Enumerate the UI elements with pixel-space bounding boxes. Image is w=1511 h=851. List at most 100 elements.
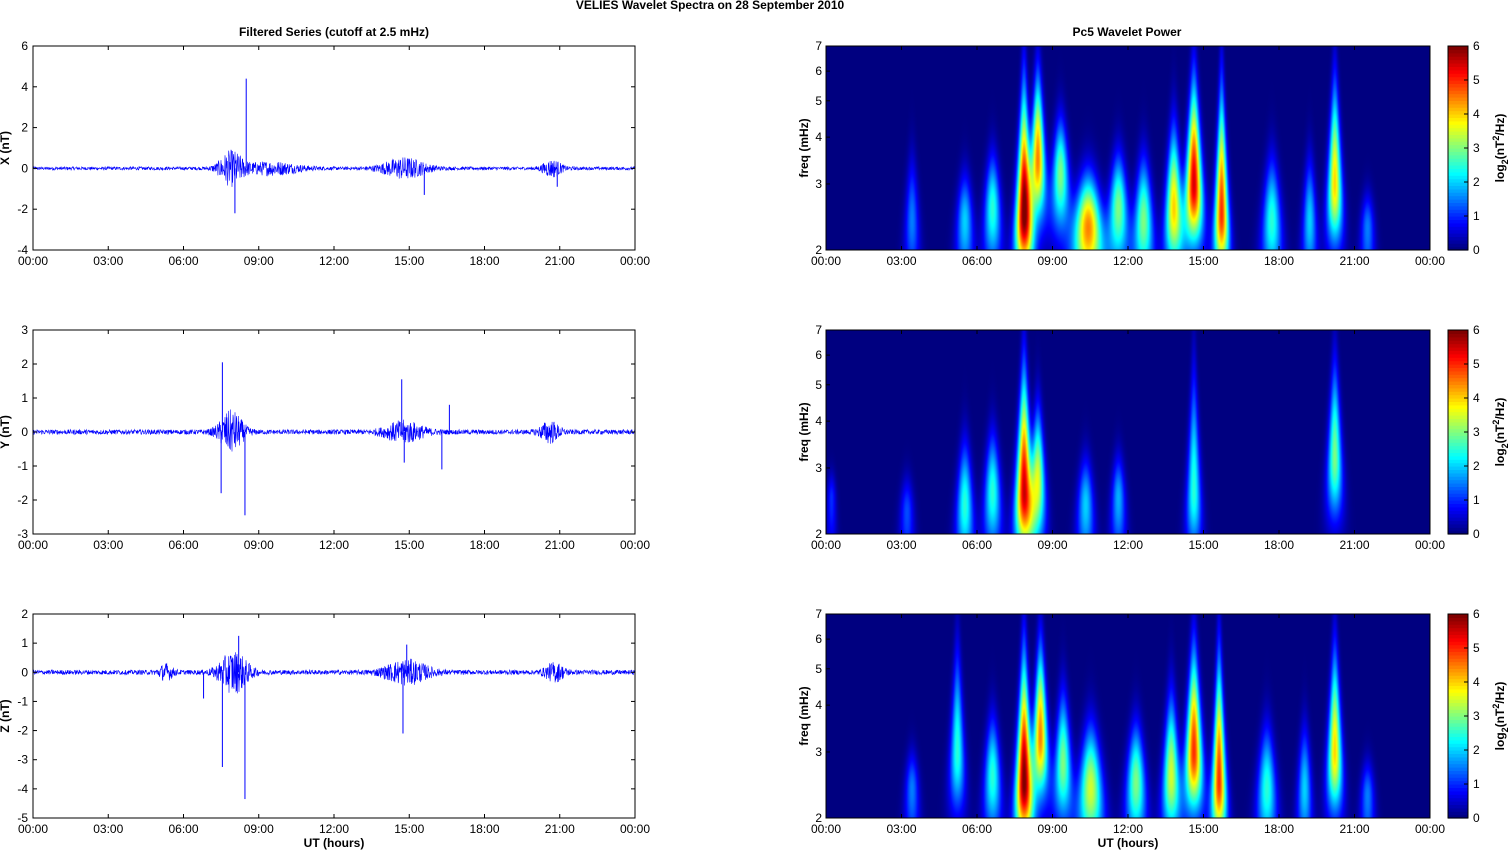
- spectrum-1-colorbar-step: [1448, 120, 1468, 125]
- spectrum-1-colorbar-step: [1448, 185, 1468, 190]
- spectrum-2-colorbar-step: [1448, 506, 1468, 511]
- spectrum-1-colorbar-step: [1448, 178, 1468, 183]
- spectrum-2-colorbar: 0 1 2 3 4 5 6 log2(nT2/Hz): [1447, 323, 1510, 541]
- spectrum-3-colorbar-step: [1448, 699, 1468, 703]
- spectrum-1-y-tick-label: 7: [815, 39, 822, 53]
- spectrum-2-colorbar-tick-label: 6: [1473, 323, 1480, 337]
- spectrum-1-colorbar-tick-label: 3: [1473, 141, 1480, 155]
- series-3-x-tick-label: 18:00: [469, 822, 499, 836]
- spectrum-2-colorbar-step: [1448, 496, 1468, 501]
- series-1-x-tick-label: 15:00: [394, 254, 424, 268]
- spectrum-2-colorbar-step: [1448, 493, 1468, 498]
- spectrum-3-colorbar-tick-label: 6: [1473, 607, 1480, 621]
- series-3-plot: -5 -4 -3 -2 -1 0 1 2 Z (nT): [0, 607, 636, 825]
- spectrum-3-colorbar-step: [1448, 685, 1468, 690]
- spectrum-1-colorbar-step: [1448, 212, 1468, 217]
- spectrum-3-colorbar-step: [1448, 678, 1468, 683]
- spectrum-1-y-tick-label: 2: [815, 243, 822, 257]
- spectrum-3-colorbar-step: [1448, 637, 1468, 642]
- spectrum-3-colorbar-step: [1448, 614, 1468, 618]
- left-column-title: Filtered Series (cutoff at 2.5 mHz): [239, 25, 429, 39]
- series-3-line: [32, 652, 636, 694]
- spectrum-3-colorbar-step: [1448, 790, 1468, 795]
- spectrum-1-y-tick-label: 3: [815, 177, 822, 191]
- spectrum-3-colorbar-step: [1448, 784, 1468, 788]
- series-2-y-tick-label: -3: [17, 527, 28, 541]
- spectrum-1-colorbar-step: [1448, 59, 1468, 64]
- spectrum-3-colorbar-step: [1448, 688, 1468, 693]
- series-3-x-tick-label: 12:00: [319, 822, 349, 836]
- spectrum-2-colorbar-step: [1448, 381, 1468, 385]
- spectrum-3-colorbar-step: [1448, 726, 1468, 731]
- spectrum-2-colorbar-step: [1448, 367, 1468, 372]
- series-2-y-tick-label: 0: [21, 425, 28, 439]
- spectrum-3-colorbar-step: [1448, 705, 1468, 710]
- spectrum-1-colorbar-step: [1448, 107, 1468, 112]
- spectrum-3-colorbar-step: [1448, 811, 1468, 816]
- spectrum-2-colorbar-step: [1448, 476, 1468, 481]
- spectrum-1-x-tick-label: 00:00: [1415, 254, 1445, 268]
- spectrum-1-colorbar-step: [1448, 243, 1468, 248]
- spectrum-3-colorbar-step: [1448, 692, 1468, 697]
- spectrum-3-x-tick-label: 21:00: [1339, 822, 1369, 836]
- series-1-frame: [32, 45, 636, 251]
- spectrum-1-colorbar-step: [1448, 80, 1468, 84]
- spectrum-1-colorbar-step: [1448, 216, 1468, 220]
- spectrum-2-colorbar-step: [1448, 408, 1468, 413]
- spectrum-3-plot: 2 3 4 5 6 7 freq (mHz): [797, 607, 1431, 825]
- spectrum-3-x-tick-label: 00:00: [1415, 822, 1445, 836]
- spectrum-3-colorbar-label: log2(nT2/Hz): [1491, 682, 1510, 751]
- series-3-y-tick-label: -3: [17, 753, 28, 767]
- spectrum-2-colorbar-step: [1448, 401, 1468, 406]
- spectrum-2-x-tick-label: 21:00: [1339, 538, 1369, 552]
- spectrum-2-colorbar-step: [1448, 418, 1468, 423]
- spectrum-3-colorbar-step: [1448, 661, 1468, 666]
- spectrum-2-colorbar-tick-label: 1: [1473, 493, 1480, 507]
- spectrum-2-colorbar-step: [1448, 415, 1468, 419]
- spectrum-2-colorbar-step: [1448, 374, 1468, 379]
- spectrum-3-colorbar-step: [1448, 770, 1468, 775]
- series-2-x-tick-label: 06:00: [168, 538, 198, 552]
- spectrum-2-colorbar-step: [1448, 479, 1468, 484]
- spectrum-1-colorbar-step: [1448, 117, 1468, 122]
- spectrum-1-colorbar-step: [1448, 182, 1468, 186]
- spectrum-1-colorbar-step: [1448, 165, 1468, 169]
- spectrum-3-colorbar-step: [1448, 807, 1468, 812]
- spectrum-1-colorbar-step: [1448, 49, 1468, 54]
- spectrum-2-colorbar-step: [1448, 387, 1468, 392]
- spectrum-1-plot: 2 3 4 5 6 7 freq (mHz): [797, 39, 1431, 257]
- spectrum-1-colorbar-step: [1448, 93, 1468, 98]
- plots-group: -4 -2 0 2 4 6 X (nT) 00:00 03:00 06:00 09:00 12:00 1…: [0, 39, 1510, 850]
- spectrum-1-colorbar-step: [1448, 66, 1468, 71]
- spectrum-3-colorbar-step: [1448, 620, 1468, 625]
- spectrum-1-colorbar-step: [1448, 90, 1468, 95]
- spectrum-3-colorbar-step: [1448, 651, 1468, 656]
- spectrum-2-colorbar-step: [1448, 486, 1468, 491]
- series-1-y-tick-label: 2: [21, 121, 28, 135]
- spectrum-1-colorbar-step: [1448, 219, 1468, 224]
- spectrum-3-colorbar-step: [1448, 763, 1468, 768]
- spectrum-2-colorbar-step: [1448, 333, 1468, 338]
- spectrum-2-x-tick-label: 15:00: [1188, 538, 1218, 552]
- spectrum-2-y-tick-label: 3: [815, 461, 822, 475]
- spectrum-2-colorbar-step: [1448, 370, 1468, 375]
- series-3-y-tick-label: 1: [21, 636, 28, 650]
- spectrum-1-colorbar-step: [1448, 86, 1468, 91]
- series-2-x-tick-label: 12:00: [319, 538, 349, 552]
- spectrum-2-colorbar-step: [1448, 527, 1468, 532]
- spectrum-3-colorbar-step: [1448, 777, 1468, 782]
- spectrum-3-colorbar-step: [1448, 746, 1468, 751]
- spectrum-2-y-tick-label: 4: [815, 414, 822, 428]
- spectrum-2-colorbar-step: [1448, 442, 1468, 447]
- series-1-x-tick-label: 21:00: [545, 254, 575, 268]
- spectrum-2-colorbar-step: [1448, 398, 1468, 402]
- spectrum-2-colorbar-step: [1448, 428, 1468, 433]
- spectrum-3-colorbar-step: [1448, 733, 1468, 737]
- series-1-x-tick-label: 12:00: [319, 254, 349, 268]
- spectrum-3-colorbar-step: [1448, 709, 1468, 714]
- series-1-y-tick-label: -2: [17, 202, 28, 216]
- spectrum-3-colorbar-step: [1448, 804, 1468, 809]
- series-3-y-tick-label: -2: [17, 724, 28, 738]
- series-1-x-tick-label: 06:00: [168, 254, 198, 268]
